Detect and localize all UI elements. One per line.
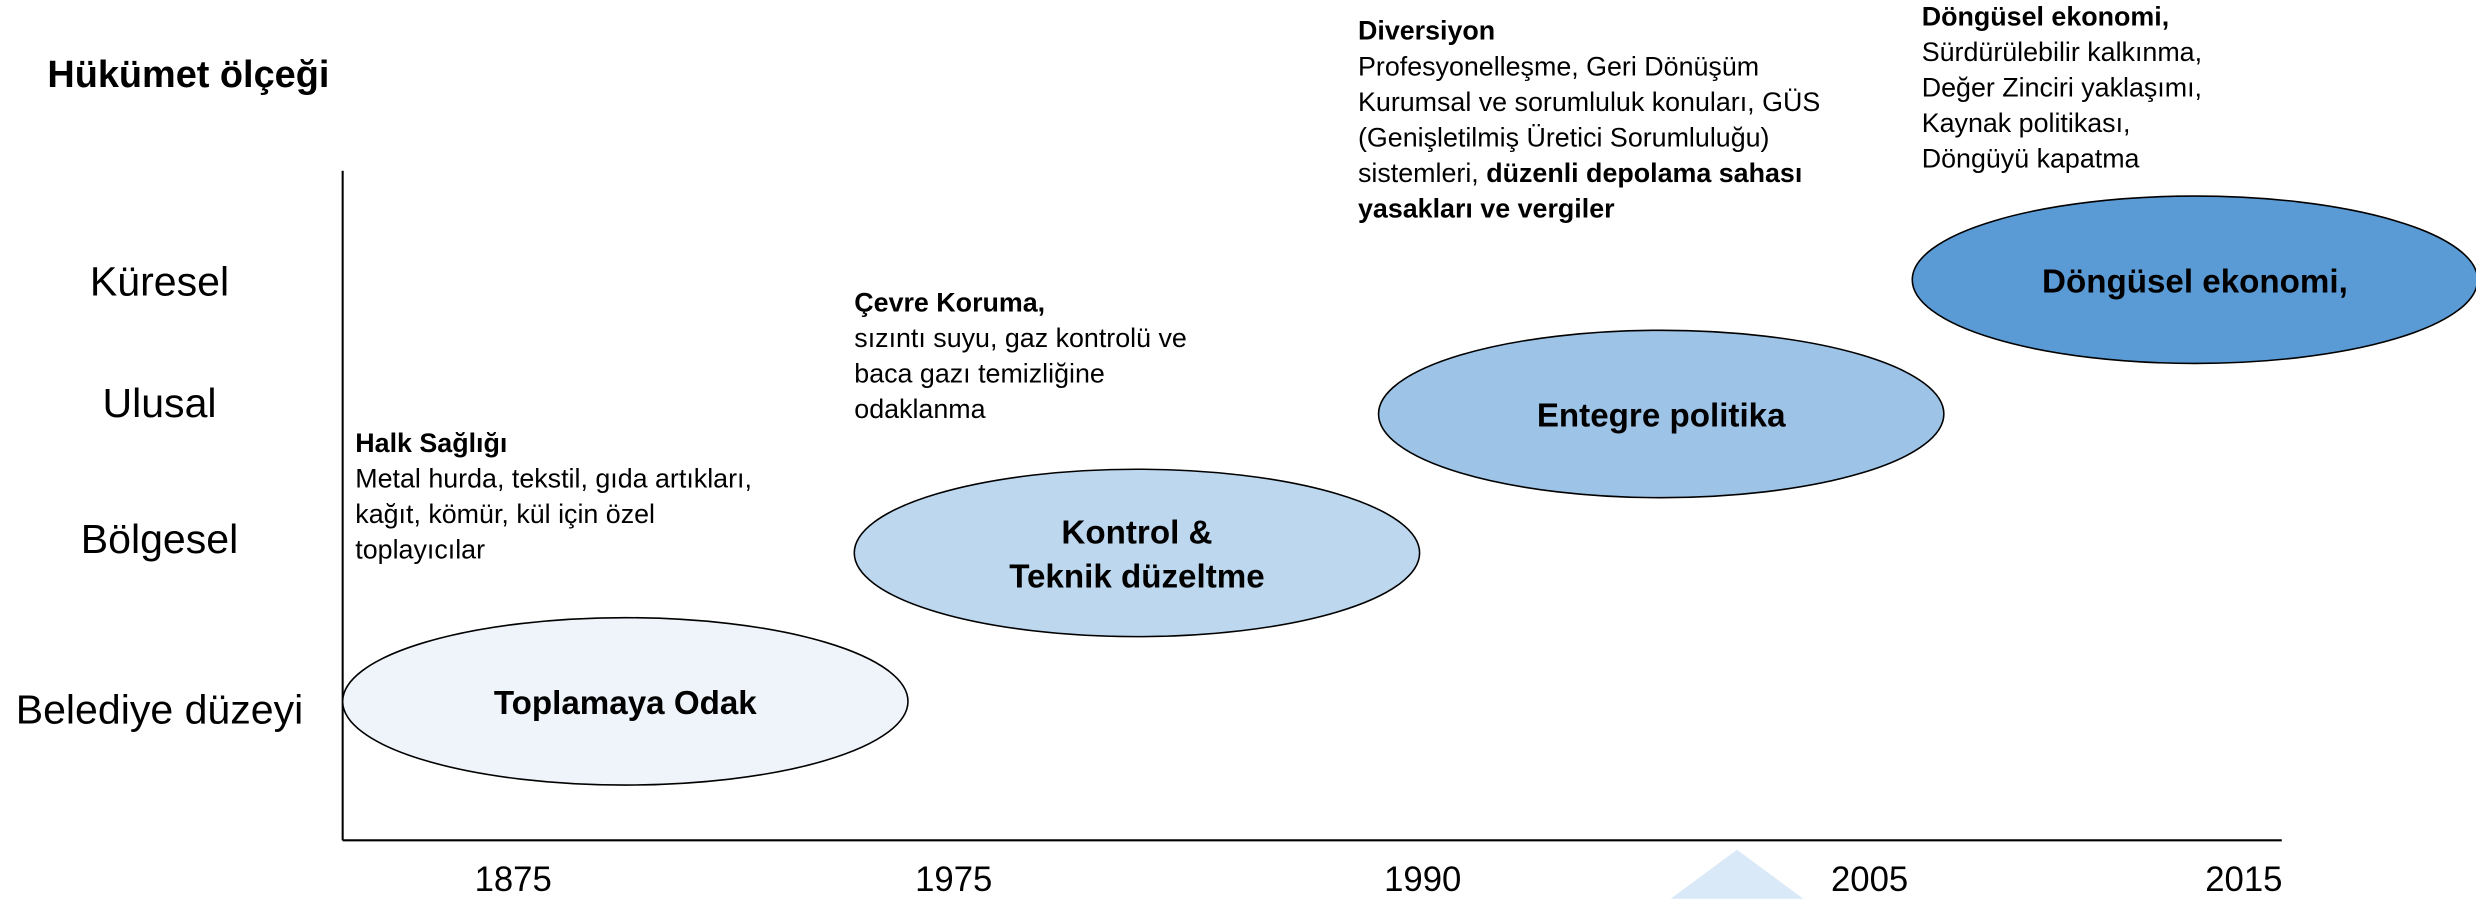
description-segment: sistemleri, bbox=[1358, 158, 1486, 188]
phase-description: odaklanma bbox=[854, 394, 985, 424]
phase-label: Teknik düzeltme bbox=[1009, 559, 1265, 596]
phase-ellipse bbox=[1911, 195, 2476, 365]
phase-description: Döngüyü kapatma bbox=[1922, 144, 2140, 174]
phase-ellipse bbox=[341, 616, 909, 786]
year-label: 1975 bbox=[915, 861, 992, 899]
year-label: 2015 bbox=[2205, 861, 2282, 899]
phase-label: Kontrol & bbox=[1061, 514, 1212, 551]
title: Hükümet ölçeği bbox=[47, 54, 329, 96]
phase-description: Profesyonelleşme, Geri Dönüşüm bbox=[1358, 51, 1759, 81]
phase-description: toplayıcılar bbox=[355, 534, 485, 564]
phase-description: sistemleri, düzenli depolama sahası bbox=[1358, 158, 1802, 188]
phase-description: (Genişletilmiş Üretici Sorumluluğu) bbox=[1358, 122, 1769, 152]
phase-label: Döngüsel ekonomi, bbox=[2042, 263, 2348, 300]
phase-description: Değer Zinciri yaklaşımı, bbox=[1922, 73, 2202, 103]
phase-heading: Çevre Koruma, bbox=[854, 287, 1045, 317]
phase-description: Sürdürülebilir kalkınma, bbox=[1922, 37, 2202, 67]
year-label: 1875 bbox=[475, 861, 552, 899]
phase-description: kağıt, kömür, kül için özel bbox=[355, 499, 655, 529]
phase-label: Toplamaya Odak bbox=[494, 685, 757, 722]
phase-description: Kaynak politikası, bbox=[1922, 108, 2131, 138]
phase-description: baca gazı temizliğine bbox=[854, 358, 1105, 388]
description-segment: düzenli depolama sahası bbox=[1486, 158, 1802, 188]
phase-heading: Döngüsel ekonomi, bbox=[1922, 2, 2169, 32]
watermark bbox=[1670, 849, 1804, 899]
year-label: 1990 bbox=[1384, 861, 1461, 899]
level-label: Küresel bbox=[90, 259, 229, 305]
phase-label: Entegre politika bbox=[1537, 398, 1786, 435]
description-segment: yasakları ve vergiler bbox=[1358, 193, 1615, 223]
level-label: Ulusal bbox=[102, 380, 216, 426]
phase-description: Metal hurda, tekstil, gıda artıkları, bbox=[355, 463, 752, 493]
phase-description: yasakları ve vergiler bbox=[1358, 193, 1615, 223]
phase-heading: Diversiyon bbox=[1358, 16, 1495, 46]
phase-heading: Halk Sağlığı bbox=[355, 428, 507, 458]
phase-ellipse bbox=[853, 468, 1421, 638]
level-label: Belediye düzeyi bbox=[16, 686, 304, 732]
level-label: Bölgesel bbox=[81, 516, 238, 562]
year-label: 2005 bbox=[1831, 861, 1908, 899]
phase-ellipse bbox=[1377, 329, 1945, 499]
phase-description: sızıntı suyu, gaz kontrolü ve bbox=[854, 323, 1187, 353]
phase-description: Kurumsal ve sorumluluk konuları, GÜS bbox=[1358, 87, 1820, 117]
